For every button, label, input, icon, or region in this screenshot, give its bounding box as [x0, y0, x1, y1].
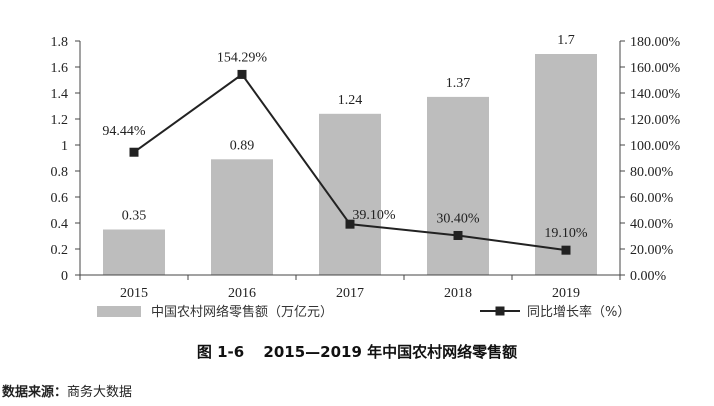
line-marker	[237, 69, 247, 79]
legend-bar-label: 中国农村网络零售额（万亿元）	[151, 304, 333, 320]
chart-canvas: 0 0.2 0.4 0.6 0.8 1 1.2 1.4 1.6 1.8 0.00% 20.00% 40.…	[51, 33, 681, 320]
y-left-tick-label: 1.4	[51, 87, 69, 102]
line-series	[129, 69, 571, 255]
y-right-tick-label: 40.00%	[630, 217, 674, 232]
x-tick-label: 2017	[336, 286, 364, 301]
bar-value-label: 1.37	[446, 76, 471, 91]
x-tick-label: 2015	[120, 286, 148, 301]
line-marker	[561, 245, 571, 255]
line-value-label: 154.29%	[217, 50, 268, 65]
line-value-label: 30.40%	[436, 211, 480, 226]
y-left-tick-label: 1	[61, 139, 68, 154]
legend-bar-swatch	[97, 306, 141, 317]
y-left-tick-label: 1.8	[51, 35, 69, 50]
source-value: 商务大数据	[67, 385, 133, 400]
y-left-tick-label: 1.2	[51, 113, 69, 128]
y-right-tick-label: 20.00%	[630, 243, 674, 258]
y-right-tick-label: 140.00%	[630, 87, 681, 102]
y-right-tick-label: 80.00%	[630, 165, 674, 180]
bar-value-label: 0.89	[230, 138, 255, 153]
y-left-tick-label: 0	[61, 269, 68, 284]
x-tick-label: 2019	[552, 286, 580, 301]
y-left-tick-label: 0.6	[51, 191, 69, 206]
line-value-label: 39.10%	[352, 208, 396, 223]
line-value-label: 94.44%	[102, 124, 146, 139]
y-left-tick-label: 0.2	[51, 243, 69, 258]
y-left-tick-label: 1.6	[51, 61, 69, 76]
line-marker	[453, 230, 463, 240]
y-left-tick-label: 0.4	[51, 217, 69, 232]
x-tick-label: 2016	[228, 286, 256, 301]
y-right-tick-label: 0.00%	[630, 269, 667, 284]
figure-title: 2015—2019 年中国农村网络零售额	[263, 343, 518, 361]
y-right-tick-label: 180.00%	[630, 35, 681, 50]
y-right-tick-label: 60.00%	[630, 191, 674, 206]
y-right-tick-label: 160.00%	[630, 61, 681, 76]
bar	[211, 159, 273, 275]
data-labels: 0.35 0.89 1.24 1.37 1.7 94.44% 154.29% 39.10% 30…	[102, 33, 588, 241]
y-left-tick-label: 0.8	[51, 165, 69, 180]
x-tick-label: 2018	[444, 286, 472, 301]
bar-series	[103, 54, 597, 276]
line-value-label: 19.10%	[544, 226, 588, 241]
figure-number: 图 1-6	[196, 343, 245, 361]
data-source: 数据来源：商务大数据	[2, 381, 132, 400]
legend-line-label: 同比增长率（%）	[527, 304, 630, 320]
y-right-tick-label: 100.00%	[630, 139, 681, 154]
chart-axes: 0 0.2 0.4 0.6 0.8 1 1.2 1.4 1.6 1.8 0.00% 20.00% 40.…	[51, 35, 681, 301]
bar	[535, 54, 597, 275]
y-right-tick-label: 120.00%	[630, 113, 681, 128]
figure-caption: 图 1-6 2015—2019 年中国农村网络零售额	[0, 341, 714, 362]
chart-legend: 中国农村网络零售额（万亿元） 同比增长率（%）	[97, 304, 630, 320]
source-label: 数据来源：	[2, 385, 68, 400]
line-marker	[345, 219, 355, 229]
bar	[103, 229, 165, 275]
bar-value-label: 1.7	[557, 33, 575, 48]
legend-line-marker	[495, 306, 505, 316]
bar	[427, 96, 489, 276]
line-marker	[129, 147, 139, 157]
bar-value-label: 0.35	[122, 209, 147, 224]
bar-value-label: 1.24	[338, 93, 363, 108]
